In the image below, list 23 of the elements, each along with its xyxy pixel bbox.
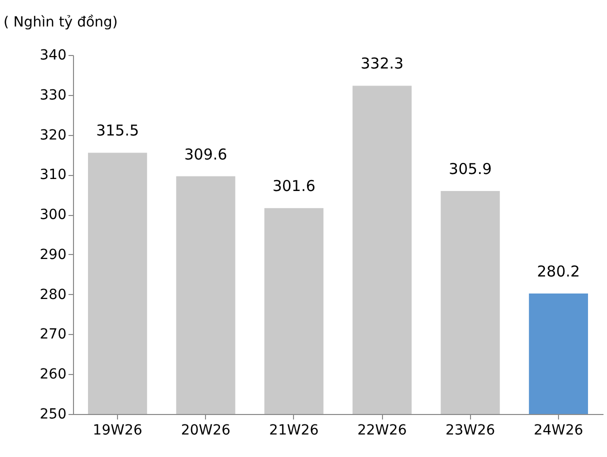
- data-label: 280.2: [536, 262, 580, 281]
- y-tick-label: 320: [40, 127, 66, 144]
- y-tick-label: 260: [40, 366, 66, 383]
- y-tick-label: 310: [40, 167, 66, 184]
- data-label: 309.6: [184, 145, 228, 164]
- y-tick-label: 290: [40, 246, 66, 263]
- y-axis-title: ( Nghìn tỷ đồng): [4, 14, 118, 30]
- y-tick-label: 280: [40, 286, 66, 303]
- x-tick-label: 24W26: [534, 422, 584, 438]
- y-tick-label: 300: [40, 207, 66, 224]
- x-tick-label: 23W26: [446, 422, 496, 438]
- x-tick-label: 20W26: [180, 422, 231, 438]
- y-tick-label: 340: [40, 48, 66, 64]
- x-tick-label: 19W26: [92, 422, 142, 438]
- data-label: 305.9: [448, 160, 492, 178]
- y-tick-label: 250: [40, 406, 66, 422]
- y-tick-label: 270: [40, 326, 66, 343]
- x-tick-label: 21W26: [269, 422, 319, 438]
- data-label: 332.3: [360, 54, 404, 73]
- data-label: 315.5: [96, 122, 140, 140]
- y-tick-label: 330: [40, 87, 66, 104]
- data-label: 301.6: [272, 177, 316, 196]
- x-tick-label: 22W26: [357, 422, 407, 438]
